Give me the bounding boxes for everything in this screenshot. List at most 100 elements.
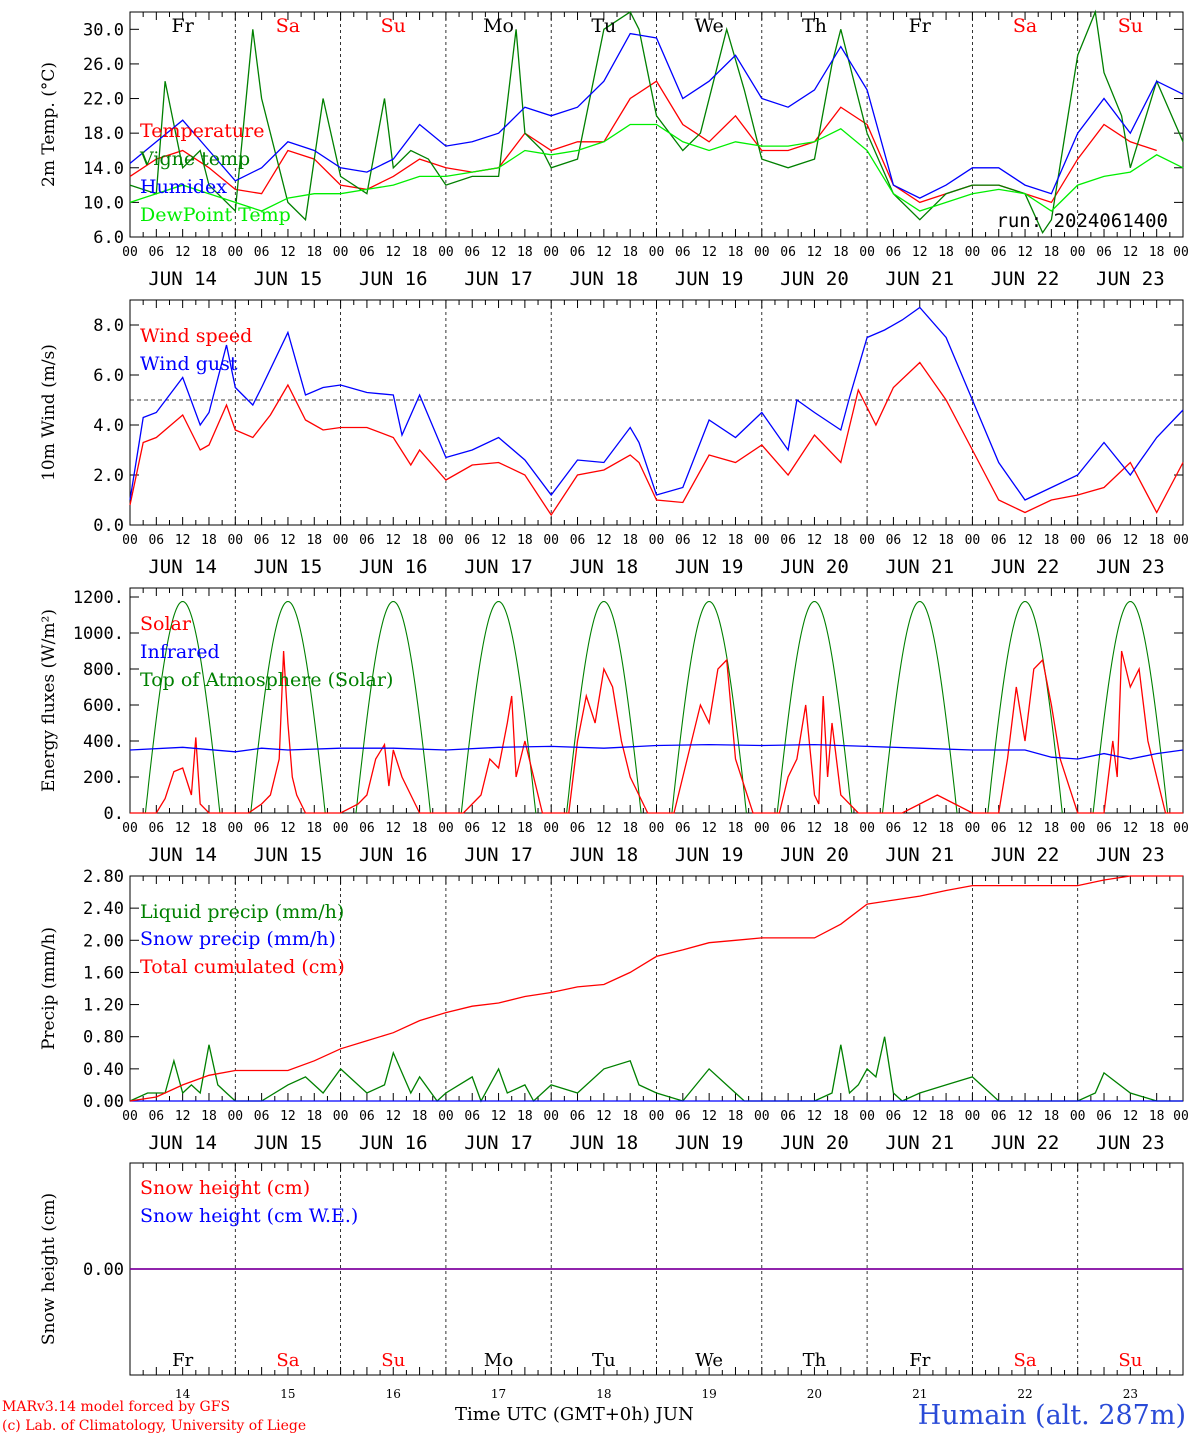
run-label: run: 2024061400	[996, 210, 1168, 232]
hour-tick-label: 00	[649, 1109, 665, 1124]
date-label: JUN 14	[148, 268, 217, 290]
y-tick-label: 400.	[83, 732, 124, 752]
hour-tick-label: 06	[675, 821, 691, 836]
y-tick-label: 2.40	[83, 899, 124, 919]
hour-tick-label: 00	[1173, 533, 1189, 548]
weekday-label: Tu	[592, 1350, 616, 1371]
legend-entry: Wind speed	[140, 325, 252, 347]
y-tick-label: 6.0	[93, 366, 124, 386]
hour-tick-label: 18	[938, 533, 954, 548]
weekday-label: Tu	[591, 15, 616, 37]
date-label: JUN 14	[148, 556, 217, 578]
hour-tick-label: 06	[886, 533, 902, 548]
hour-tick-label: 00	[438, 821, 454, 836]
hour-tick-label: 00	[965, 245, 981, 260]
hour-tick-label: 00	[122, 821, 138, 836]
day-number-label: 19	[702, 1387, 717, 1401]
date-label: JUN 18	[570, 1132, 639, 1154]
hour-tick-label: 12	[1123, 533, 1139, 548]
series-line	[130, 650, 1183, 814]
date-label: JUN 15	[254, 268, 323, 290]
day-number-label: 14	[175, 1387, 191, 1401]
hour-tick-label: 18	[833, 533, 849, 548]
date-label: JUN 15	[254, 556, 323, 578]
hour-tick-label: 18	[833, 821, 849, 836]
day-number-label: 23	[1123, 1387, 1138, 1401]
weekday-label: Su	[381, 15, 406, 37]
hour-tick-label: 12	[175, 245, 191, 260]
date-label: JUN 20	[780, 268, 849, 290]
date-label: JUN 16	[359, 844, 428, 866]
hour-tick-label: 00	[227, 821, 243, 836]
hour-tick-label: 18	[201, 533, 217, 548]
date-label: JUN 20	[780, 1132, 849, 1154]
y-tick-label: 4.0	[93, 416, 124, 436]
series-line	[129, 306, 1184, 501]
hour-tick-label: 06	[254, 1109, 270, 1124]
hour-tick-label: 00	[333, 245, 349, 260]
date-label: JUN 20	[780, 556, 849, 578]
y-tick-label: 26.0	[83, 55, 124, 75]
hour-tick-label: 12	[912, 533, 928, 548]
weekday-label: Mo	[484, 1350, 513, 1371]
y-axis-label: Energy fluxes (W/m²)	[39, 609, 59, 792]
hour-tick-label: 12	[1123, 245, 1139, 260]
y-axis-label: Precip (mm/h)	[39, 927, 59, 1050]
hour-tick-label: 00	[859, 533, 875, 548]
hour-tick-label: 00	[543, 1109, 559, 1124]
hour-tick-label: 18	[517, 821, 533, 836]
hour-tick-label: 06	[886, 1109, 902, 1124]
legend-entry: DewPoint Temp	[140, 204, 291, 226]
weekday-label: Su	[1118, 1350, 1142, 1371]
hour-tick-label: 18	[622, 533, 638, 548]
hour-tick-label: 18	[728, 533, 744, 548]
hour-tick-label: 12	[280, 821, 296, 836]
legend-entry: Temperature	[140, 120, 264, 142]
hour-tick-label: 18	[517, 533, 533, 548]
date-label: JUN 19	[675, 268, 744, 290]
hour-tick-label: 18	[412, 821, 428, 836]
hour-tick-label: 06	[1096, 245, 1112, 260]
y-tick-label: 600.	[83, 696, 124, 716]
hour-tick-label: 00	[438, 245, 454, 260]
weekday-label: Su	[1118, 15, 1143, 37]
y-tick-label: 2.80	[83, 867, 124, 887]
date-label: JUN 15	[254, 844, 323, 866]
toa-solar-curve	[250, 600, 326, 814]
hour-tick-label: 00	[1070, 1109, 1086, 1124]
legend-entry: Snow height (cm)	[140, 1177, 310, 1199]
hour-tick-label: 12	[385, 245, 401, 260]
hour-tick-label: 18	[728, 821, 744, 836]
hour-tick-label: 00	[122, 245, 138, 260]
series-line	[129, 9, 1184, 235]
hour-tick-label: 00	[543, 245, 559, 260]
hour-tick-label: 18	[201, 1109, 217, 1124]
day-number-label: 16	[386, 1387, 401, 1401]
hour-tick-label: 06	[464, 533, 480, 548]
weekday-label: Fr	[172, 1350, 193, 1371]
legend-entry: Infrared	[140, 641, 220, 663]
hour-tick-label: 18	[622, 821, 638, 836]
weekday-label: We	[695, 15, 724, 37]
y-tick-label: 10.0	[83, 193, 124, 213]
hour-tick-label: 00	[227, 533, 243, 548]
hour-tick-label: 18	[833, 1109, 849, 1124]
y-tick-label: 8.0	[93, 316, 124, 336]
y-tick-label: 0.00	[83, 1260, 124, 1280]
date-label: JUN 18	[570, 268, 639, 290]
hour-tick-label: 18	[1149, 1109, 1165, 1124]
hour-tick-label: 12	[701, 821, 717, 836]
hour-tick-label: 06	[1096, 821, 1112, 836]
hour-tick-label: 12	[175, 821, 191, 836]
hour-tick-label: 12	[912, 245, 928, 260]
weekday-label: Fr	[172, 15, 195, 37]
hour-tick-label: 00	[965, 1109, 981, 1124]
hour-tick-label: 18	[201, 821, 217, 836]
station-label: Humain (alt. 287m)	[917, 1400, 1186, 1431]
date-label: JUN 17	[464, 844, 533, 866]
date-label: JUN 19	[675, 556, 744, 578]
hour-tick-label: 12	[385, 821, 401, 836]
date-label: JUN 21	[885, 556, 954, 578]
y-tick-label: 800.	[83, 660, 124, 680]
hour-tick-label: 12	[701, 245, 717, 260]
